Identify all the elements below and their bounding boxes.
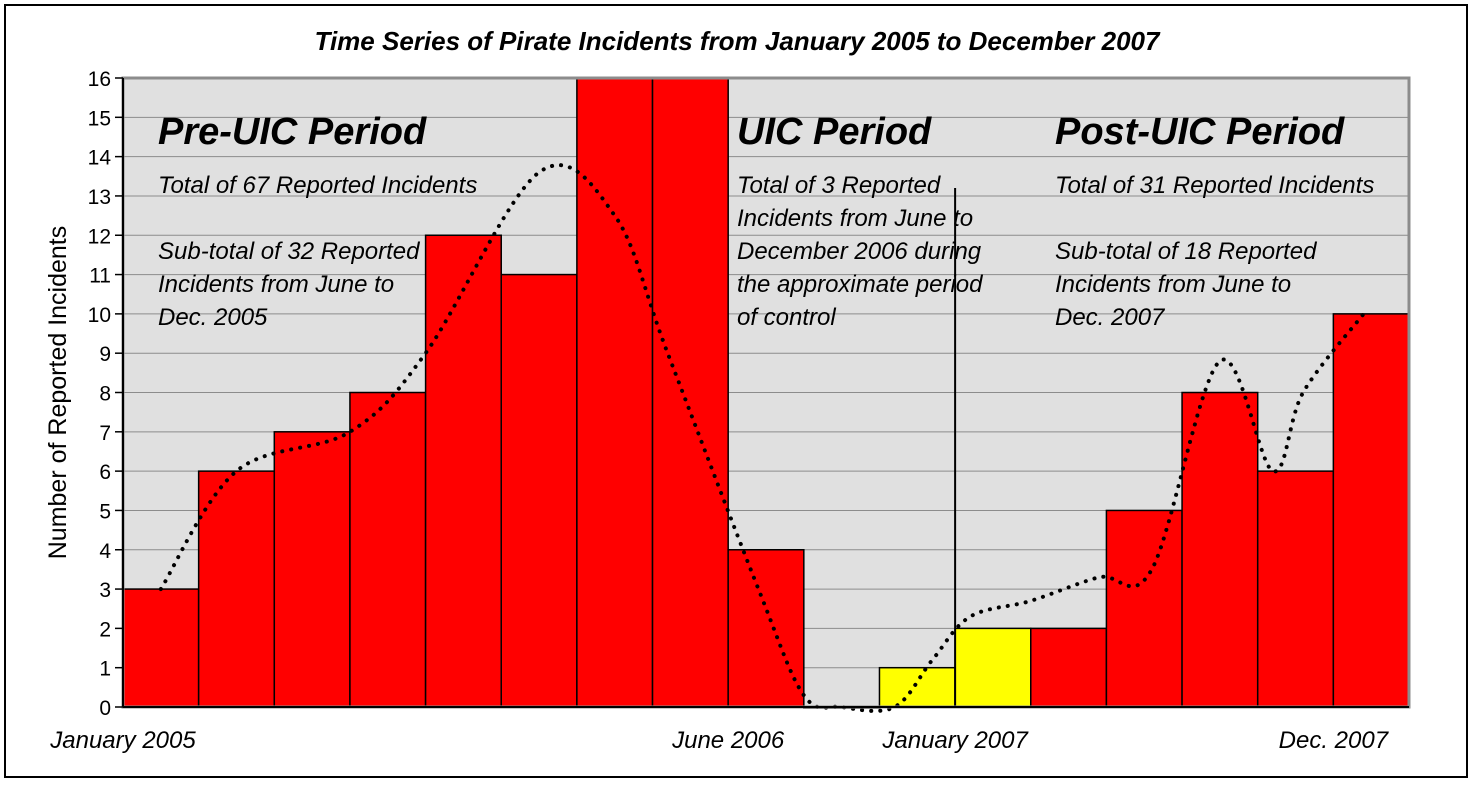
y-tick-label: 6	[99, 461, 111, 484]
bar	[576, 77, 654, 708]
period-heading: Post-UIC Period	[1055, 111, 1345, 153]
y-tick-label: 9	[99, 343, 111, 366]
bar	[197, 470, 276, 708]
y-tick-label: 15	[88, 107, 111, 130]
bar	[273, 431, 351, 708]
bar	[651, 77, 729, 708]
bar	[1181, 391, 1259, 708]
period-note: Sub-total of 18 Reported	[1055, 238, 1317, 265]
period-note: Incidents from June to	[1055, 271, 1291, 298]
period-annotations: Pre-UIC Period Total of 67 Reported Incid…	[158, 111, 1374, 331]
bar	[122, 588, 200, 708]
chart-frame	[4, 4, 1468, 778]
y-tick-label: 12	[88, 225, 111, 248]
y-tick-label: 5	[99, 500, 111, 523]
y-tick-label: 11	[89, 265, 111, 288]
x-axis: January 2005 June 2006 January 2007 Dec. 20…	[49, 706, 1409, 754]
bar	[1105, 509, 1183, 708]
y-tick-label: 7	[99, 422, 111, 445]
y-tick-label: 14	[88, 147, 112, 170]
bars-group	[122, 77, 1410, 709]
y-tick-label: 13	[88, 186, 111, 209]
period-note: Dec. 2007	[1055, 304, 1166, 331]
y-tick-label: 3	[99, 579, 111, 602]
bar	[954, 627, 1032, 708]
x-tick-label: January 2005	[49, 727, 196, 754]
bar	[1030, 627, 1108, 708]
x-tick-label: January 2007	[881, 727, 1029, 754]
period-note: Total of 3 Reported	[737, 172, 941, 199]
period-note: Dec. 2005	[158, 304, 268, 331]
bar	[1332, 313, 1410, 708]
period-heading: Pre-UIC Period	[158, 111, 427, 153]
period-note: Total of 31 Reported Incidents	[1055, 172, 1374, 199]
period-heading: UIC Period	[737, 111, 932, 153]
bar	[500, 273, 578, 708]
y-tick-label: 1	[99, 658, 111, 681]
period-note: Incidents from June to	[737, 205, 973, 232]
x-tick-label: Dec. 2007	[1279, 727, 1390, 754]
y-tick-label: 8	[99, 383, 111, 406]
bar	[1256, 470, 1335, 708]
period-note: Total of 67 Reported Incidents	[158, 172, 477, 199]
y-tick-label: 0	[99, 697, 111, 720]
period-note: the approximate period	[737, 271, 983, 298]
period-note: Sub-total of 32 Reported	[158, 238, 420, 265]
bar	[349, 391, 427, 708]
x-tick-label: June 2006	[671, 727, 785, 754]
bar	[424, 234, 502, 708]
period-note: December 2006 during	[737, 238, 982, 265]
y-tick-label: 16	[88, 68, 111, 91]
y-tick-label: 2	[99, 618, 111, 641]
period-note: Incidents from June to	[158, 271, 394, 298]
bar	[727, 549, 805, 708]
y-tick-label: 4	[99, 540, 111, 563]
chart-title: Time Series of Pirate Incidents from Jan…	[314, 26, 1160, 56]
y-tick-label: 10	[88, 304, 111, 327]
bar	[878, 666, 956, 708]
period-note: of control	[737, 304, 836, 331]
y-axis-label: Number of Reported Incidents	[44, 226, 72, 560]
